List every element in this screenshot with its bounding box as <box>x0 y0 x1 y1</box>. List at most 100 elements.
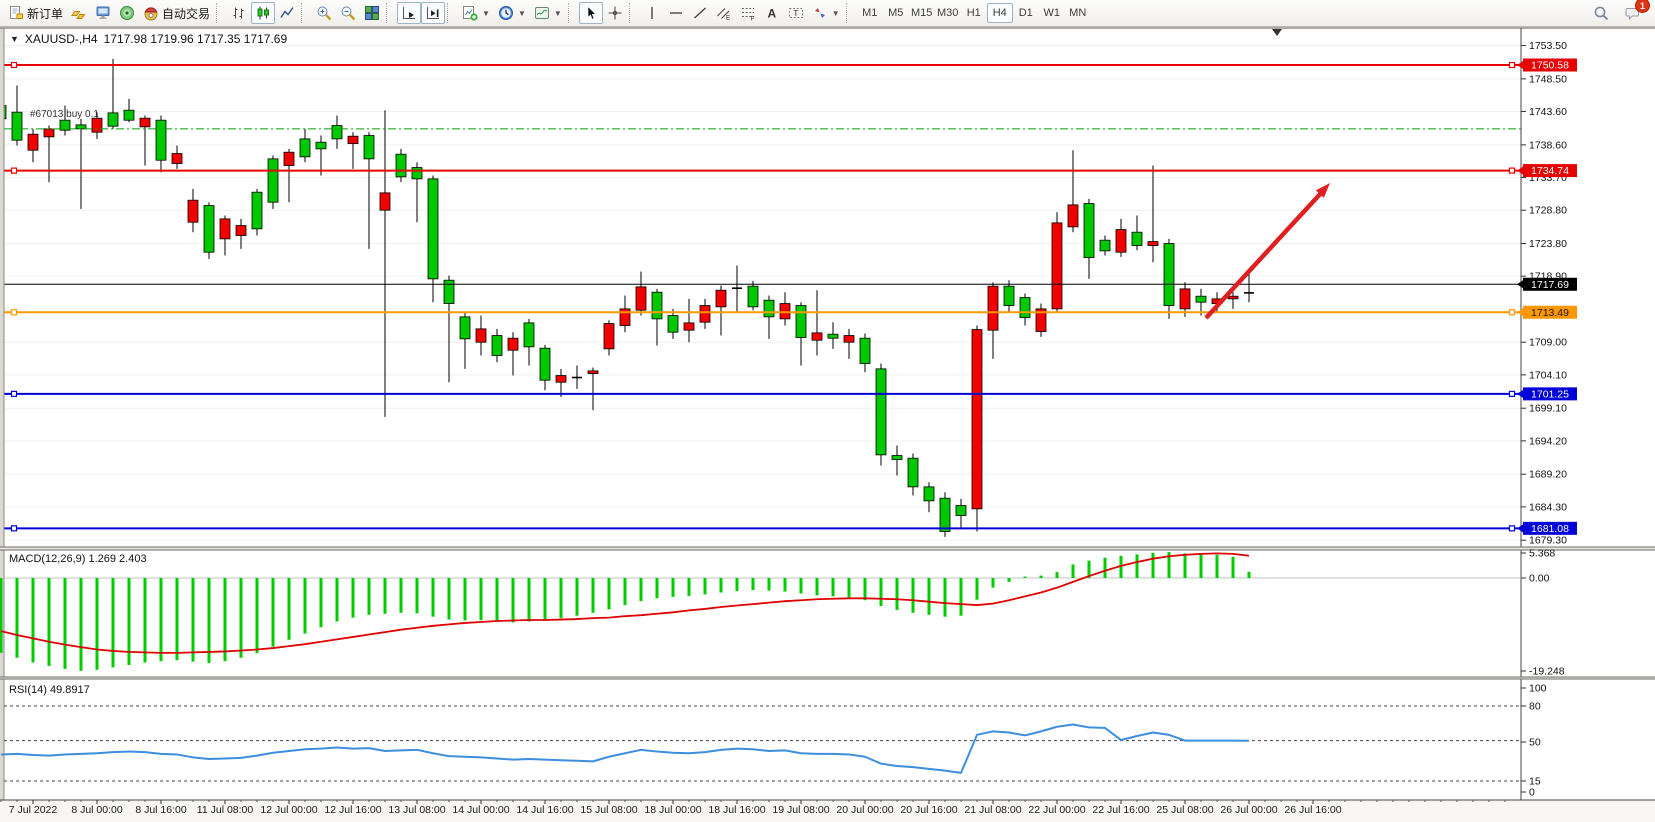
open-trade-label: #67013 buy 0.1 <box>30 109 99 120</box>
vertical-line-button[interactable] <box>640 2 664 24</box>
price-badge <box>1523 164 1577 178</box>
candle-body <box>843 335 855 343</box>
price-tick-label: 1748.50 <box>1529 73 1567 85</box>
autotrade-button[interactable]: 自动交易 <box>139 2 214 24</box>
chart-bars-button[interactable] <box>227 2 251 24</box>
candle-body <box>1067 204 1079 228</box>
timeframe-m5-button[interactable]: M5 <box>888 7 904 19</box>
zoom-in-button[interactable] <box>312 2 336 24</box>
timeframe-m15-button[interactable]: M15 <box>911 7 933 19</box>
candle-body <box>4 105 7 120</box>
candle-body <box>811 332 823 341</box>
candle-body <box>875 368 887 456</box>
terminal-button[interactable] <box>91 2 115 24</box>
trend-line-icon <box>693 7 706 19</box>
toolbar-separator <box>386 3 395 23</box>
new-chart-button[interactable]: ▼ <box>458 2 494 24</box>
candle-body <box>1179 288 1191 310</box>
horizontal-line-button[interactable] <box>664 2 688 24</box>
toolbar-separator <box>301 3 310 23</box>
time-axis-label: 21 Jul 08:00 <box>964 804 1021 816</box>
tile-windows-button[interactable] <box>360 2 384 24</box>
price-tick-label: 1704.10 <box>1529 369 1567 381</box>
fibonacci-button[interactable]: F <box>736 2 760 24</box>
new-order-button[interactable]: 新订单 <box>4 2 67 24</box>
chart-window[interactable]: 1753.50 1748.50 1743.60 1738.60 1733.70 1728.… <box>0 27 1655 822</box>
new-order-icon <box>10 6 23 19</box>
time-axis-label: 20 Jul 00:00 <box>836 804 893 816</box>
chart-candles-button[interactable] <box>251 2 276 24</box>
trend-line-button[interactable] <box>688 2 712 24</box>
candle-body <box>395 153 407 178</box>
candle-body <box>187 199 199 223</box>
price-tick-label: 1723.80 <box>1529 238 1567 250</box>
time-axis-label: 19 Jul 08:00 <box>772 804 829 816</box>
rsi-axis-label: 0 <box>1529 787 1535 799</box>
price-tick-label: 1709.00 <box>1529 337 1567 349</box>
candle-body <box>795 305 807 338</box>
auto-scroll-icon <box>403 7 416 19</box>
price-badge-value: 1713.49 <box>1531 307 1569 319</box>
timeframe-m30-button[interactable]: M30 <box>937 7 959 19</box>
candle-body <box>907 457 919 488</box>
candle-body <box>683 322 695 331</box>
search-button[interactable] <box>1589 2 1613 24</box>
candle-body <box>315 141 327 150</box>
candle-body <box>587 370 599 374</box>
candle-body <box>331 125 343 140</box>
line-handle <box>1508 167 1516 174</box>
candle-body <box>1035 308 1047 332</box>
candle-body <box>491 335 503 356</box>
price-badge-value: 1681.08 <box>1531 523 1569 535</box>
timeframe-d1-button[interactable]: D1 <box>1018 7 1033 19</box>
candle-body <box>939 497 951 532</box>
autotrade-icon <box>144 7 158 21</box>
templates-button[interactable]: ▼ <box>530 2 566 24</box>
new-order-label: 新订单 <box>27 6 64 21</box>
timeframe-w1-button[interactable]: W1 <box>1043 7 1060 19</box>
chart-candles-icon <box>257 6 270 20</box>
price-tick-label: 1694.20 <box>1529 435 1567 447</box>
macd-axis-label: -19.248 <box>1529 666 1565 678</box>
collapse-chart-icon[interactable]: ▼ <box>10 34 19 44</box>
candle-body <box>347 135 359 144</box>
text-label-button[interactable]: T <box>784 2 808 24</box>
equidistant-channel-icon: E <box>716 8 731 21</box>
svg-text:A: A <box>767 7 776 21</box>
periods-clock-button[interactable]: ▼ <box>494 2 530 24</box>
line-handle <box>1508 525 1516 532</box>
rsi-axis-label: 100 <box>1529 683 1547 695</box>
crosshair-button[interactable] <box>603 2 627 24</box>
time-axis-label: 14 Jul 16:00 <box>516 804 573 816</box>
crosshair-icon <box>608 6 622 20</box>
candle-body <box>891 455 903 460</box>
chart-line-button[interactable] <box>275 2 299 24</box>
zoom-out-button[interactable] <box>336 2 360 24</box>
candle-body <box>779 303 791 320</box>
notifications-button[interactable]: 1 <box>1621 0 1650 24</box>
text-button[interactable]: A <box>760 2 784 24</box>
timeframe-h4-button[interactable]: H4 <box>986 3 1013 23</box>
arrows-button[interactable]: ▼ <box>808 2 844 24</box>
price-tick-label: 1738.60 <box>1529 139 1567 151</box>
price-tick-label: 1699.10 <box>1529 403 1567 415</box>
chart-shift-button[interactable] <box>421 2 446 24</box>
candle-body <box>1163 243 1175 306</box>
chart-canvas[interactable]: 1753.501748.501743.601738.601733.701728.… <box>0 27 1655 822</box>
time-axis-label: 20 Jul 16:00 <box>900 804 957 816</box>
price-tick-label: 1743.60 <box>1529 106 1567 118</box>
candle-body <box>1083 203 1095 258</box>
candlestick-series <box>4 58 1254 537</box>
signal-button[interactable] <box>115 2 139 24</box>
gold-button[interactable] <box>67 2 91 24</box>
candle-body <box>603 323 615 350</box>
timeframe-m1-button[interactable]: M1 <box>862 7 878 19</box>
horizontal-line-icon <box>669 12 682 14</box>
time-axis-label: 22 Jul 00:00 <box>1028 804 1085 816</box>
timeframe-mn-button[interactable]: MN <box>1069 7 1087 19</box>
equidistant-channel-button[interactable]: E <box>712 2 736 24</box>
zoom-out-icon <box>341 6 356 21</box>
auto-scroll-button[interactable] <box>397 2 422 24</box>
cursor-button[interactable] <box>578 2 603 24</box>
timeframe-h1-button[interactable]: H1 <box>966 7 981 19</box>
